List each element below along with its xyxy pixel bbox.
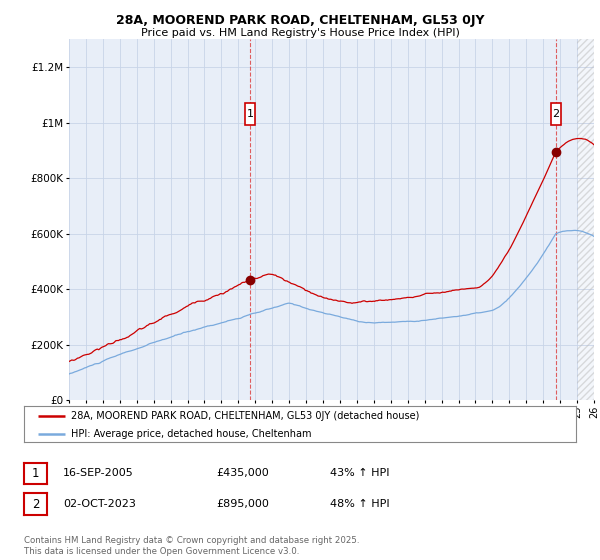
Text: Price paid vs. HM Land Registry's House Price Index (HPI): Price paid vs. HM Land Registry's House … [140,28,460,38]
Text: 16-SEP-2005: 16-SEP-2005 [63,468,134,478]
Text: 1: 1 [247,109,254,119]
FancyBboxPatch shape [551,103,561,125]
Text: £895,000: £895,000 [216,499,269,509]
Text: Contains HM Land Registry data © Crown copyright and database right 2025.
This d: Contains HM Land Registry data © Crown c… [24,536,359,556]
Text: HPI: Average price, detached house, Cheltenham: HPI: Average price, detached house, Chel… [71,430,311,440]
Text: 02-OCT-2023: 02-OCT-2023 [63,499,136,509]
Text: 28A, MOOREND PARK ROAD, CHELTENHAM, GL53 0JY: 28A, MOOREND PARK ROAD, CHELTENHAM, GL53… [116,14,484,27]
Text: 43% ↑ HPI: 43% ↑ HPI [330,468,389,478]
Bar [577,39,594,400]
FancyBboxPatch shape [245,103,256,125]
Text: 48% ↑ HPI: 48% ↑ HPI [330,499,389,509]
Text: 1: 1 [32,466,39,480]
Text: £435,000: £435,000 [216,468,269,478]
Text: 2: 2 [553,109,559,119]
Bar [577,39,594,400]
Text: 28A, MOOREND PARK ROAD, CHELTENHAM, GL53 0JY (detached house): 28A, MOOREND PARK ROAD, CHELTENHAM, GL53… [71,411,419,421]
Text: 2: 2 [32,497,39,511]
